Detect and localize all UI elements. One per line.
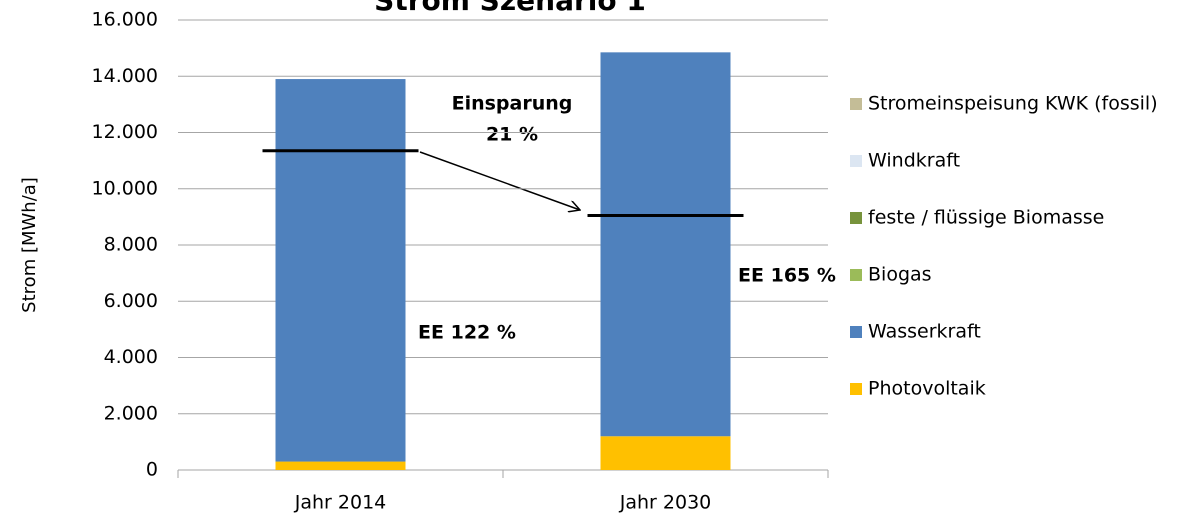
y-axis-label: Strom [MWh/a] [19, 177, 40, 313]
y-tick-label: 16.000 [92, 9, 158, 31]
legend-label: feste / flüssige Biomasse [868, 207, 1104, 229]
annotation: 21 % [486, 124, 538, 146]
y-tick-label: 10.000 [92, 177, 158, 199]
legend-label: Photovoltaik [868, 378, 986, 400]
y-tick-label: 8.000 [104, 234, 158, 256]
legend-label: Windkraft [868, 150, 960, 172]
legend-swatch [850, 269, 862, 281]
annotation: Einsparung [452, 93, 573, 115]
legend-swatch [850, 326, 862, 338]
y-tick-label: 2.000 [104, 402, 158, 424]
bar-segment [600, 436, 731, 470]
bar-segment [275, 79, 406, 462]
annotation: EE 165 % [738, 265, 836, 287]
chart-title: Strom Szenario 1 [374, 0, 646, 17]
bar-segment [600, 52, 731, 437]
legend-swatch [850, 98, 862, 110]
y-tick-label: 14.000 [92, 65, 158, 87]
y-tick-label: 4.000 [104, 346, 158, 368]
legend-label: Stromeinspeisung KWK (fossil) [868, 93, 1158, 115]
x-tick-label: Jahr 2030 [619, 492, 712, 514]
legend-swatch [850, 155, 862, 167]
x-tick-label: Jahr 2014 [294, 492, 387, 514]
annotation: EE 122 % [418, 322, 516, 344]
legend-label: Wasserkraft [868, 321, 981, 343]
bar-segment [275, 461, 406, 470]
y-tick-label: 0 [146, 459, 158, 481]
y-tick-label: 6.000 [104, 290, 158, 312]
legend-label: Biogas [868, 264, 932, 286]
legend-swatch [850, 383, 862, 395]
arrow [419, 151, 580, 210]
legend-swatch [850, 212, 862, 224]
y-tick-label: 12.000 [92, 121, 158, 143]
